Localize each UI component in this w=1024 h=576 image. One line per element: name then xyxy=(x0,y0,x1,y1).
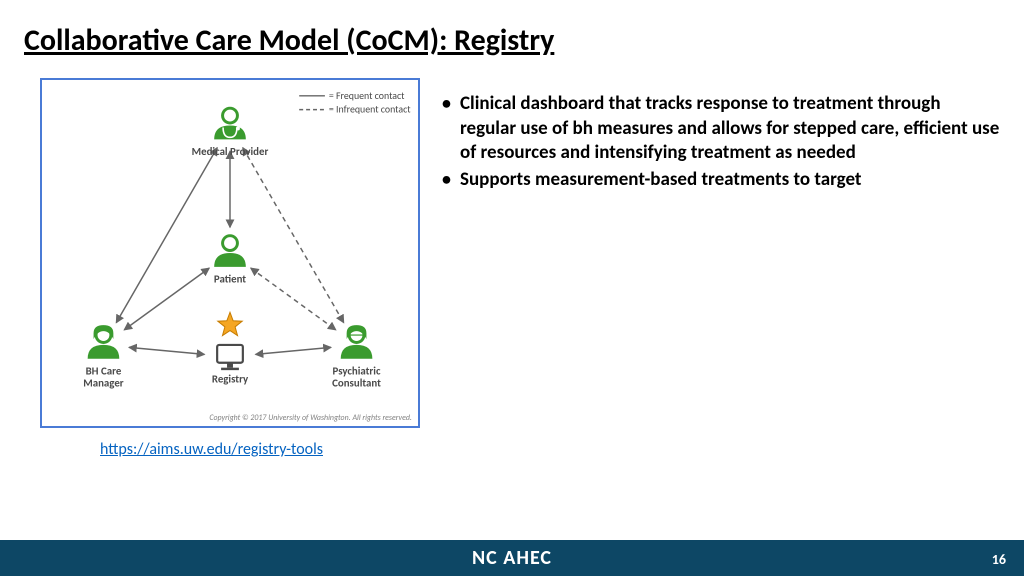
footer-bar: NC AHEC 16 xyxy=(0,540,1024,576)
svg-text:Copyright © 2017 University of: Copyright © 2017 University of Washingto… xyxy=(209,413,412,423)
svg-text:= Infrequent contact: = Infrequent contact xyxy=(329,104,411,116)
svg-text:= Frequent contact: = Frequent contact xyxy=(329,90,405,102)
bullet-item: Supports measurement-based treatments to… xyxy=(440,168,1000,193)
svg-text:Patient: Patient xyxy=(214,273,246,286)
cocm-diagram: Medical ProviderPatientBH CareManagerPsy… xyxy=(40,78,420,428)
bullet-list: Clinical dashboard that tracks response … xyxy=(440,92,1000,195)
footer-brand: NC AHEC xyxy=(472,546,552,570)
source-link-container: https://aims.uw.edu/registry-tools xyxy=(100,440,323,459)
svg-text:Manager: Manager xyxy=(83,376,124,389)
bullet-item: Clinical dashboard that tracks response … xyxy=(440,92,1000,166)
source-link[interactable]: https://aims.uw.edu/registry-tools xyxy=(100,440,323,459)
page-number: 16 xyxy=(992,551,1006,568)
svg-text:Registry: Registry xyxy=(212,373,249,386)
slide-title: Collaborative Care Model (CoCM): Registr… xyxy=(24,22,554,59)
svg-text:Consultant: Consultant xyxy=(332,376,381,389)
svg-text:Medical Provider: Medical Provider xyxy=(192,145,269,158)
